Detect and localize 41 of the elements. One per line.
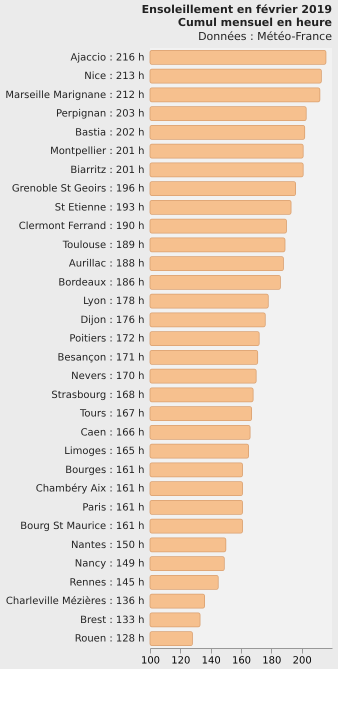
chart-title: Ensoleillement en février 2019 (142, 3, 332, 16)
y-tick-label: Bordeaux : 186 h (58, 277, 144, 288)
y-tick-label: Rennes : 145 h (69, 577, 144, 588)
y-tick-label: Toulouse : 189 h (62, 240, 144, 251)
y-tick-label: Nice : 213 h (84, 71, 144, 82)
y-tick-label: Perpignan : 203 h (56, 108, 144, 120)
y-tick-label: Nevers : 170 h (71, 371, 144, 382)
y-tick-label: Marseille Marignane : 212 h (5, 90, 144, 101)
chart-subtitle: Cumul mensuel en heure (178, 16, 332, 29)
y-tick-label: Brest : 133 h (80, 614, 144, 626)
y-tick-label: Nancy : 149 h (74, 558, 144, 570)
y-tick-label: Aurillac : 188 h (68, 258, 144, 270)
y-tick-label: Bourg St Maurice : 161 h (20, 521, 144, 532)
x-tick-label: 160 (232, 656, 252, 666)
x-tick-label: 140 (202, 656, 221, 666)
y-tick-label: Rouen : 128 h (74, 634, 144, 645)
y-tick-label: Tours : 167 h (78, 408, 144, 420)
text: Données : Météo-France (198, 30, 332, 43)
y-tick-label: St Etienne : 193 h (54, 202, 144, 214)
x-tick-label: 120 (171, 656, 190, 666)
y-tick-label: Limoges : 165 h (64, 446, 144, 458)
x-tick-label: 100 (140, 656, 160, 666)
y-tick-label: Charleville Mézières : 136 h (6, 596, 144, 608)
y-tick-label: Clermont Ferrand : 190 h (18, 221, 144, 232)
x-tick-label: 200 (292, 656, 312, 666)
y-tick-label: Strasbourg : 168 h (51, 390, 144, 401)
x-tick-label: 180 (262, 656, 282, 666)
y-tick-label: Ajaccio : 216 h (70, 52, 144, 64)
y-tick-label: Chambéry Aix : 161 h (36, 484, 144, 495)
y-tick-label: Montpellier : 201 h (50, 146, 144, 158)
y-tick-label: Besançon : 171 h (58, 352, 144, 364)
y-tick-label: Bastia : 202 h (75, 127, 144, 138)
y-tick-label: Lyon : 178 h (83, 296, 144, 308)
y-tick-label: Paris : 161 h (82, 502, 144, 514)
y-tick-label: Grenoble St Geoirs : 196 h (12, 184, 144, 195)
y-tick-label: Poitiers : 172 h (69, 334, 144, 345)
y-tick-label: Dijon : 176 h (80, 314, 144, 326)
y-tick-label: Bourges : 161 h (65, 464, 144, 476)
y-tick-label: Nantes : 150 h (70, 540, 144, 551)
y-tick-label: Biarritz : 201 h (70, 164, 144, 176)
y-tick-label: Caen : 166 h (80, 427, 144, 438)
